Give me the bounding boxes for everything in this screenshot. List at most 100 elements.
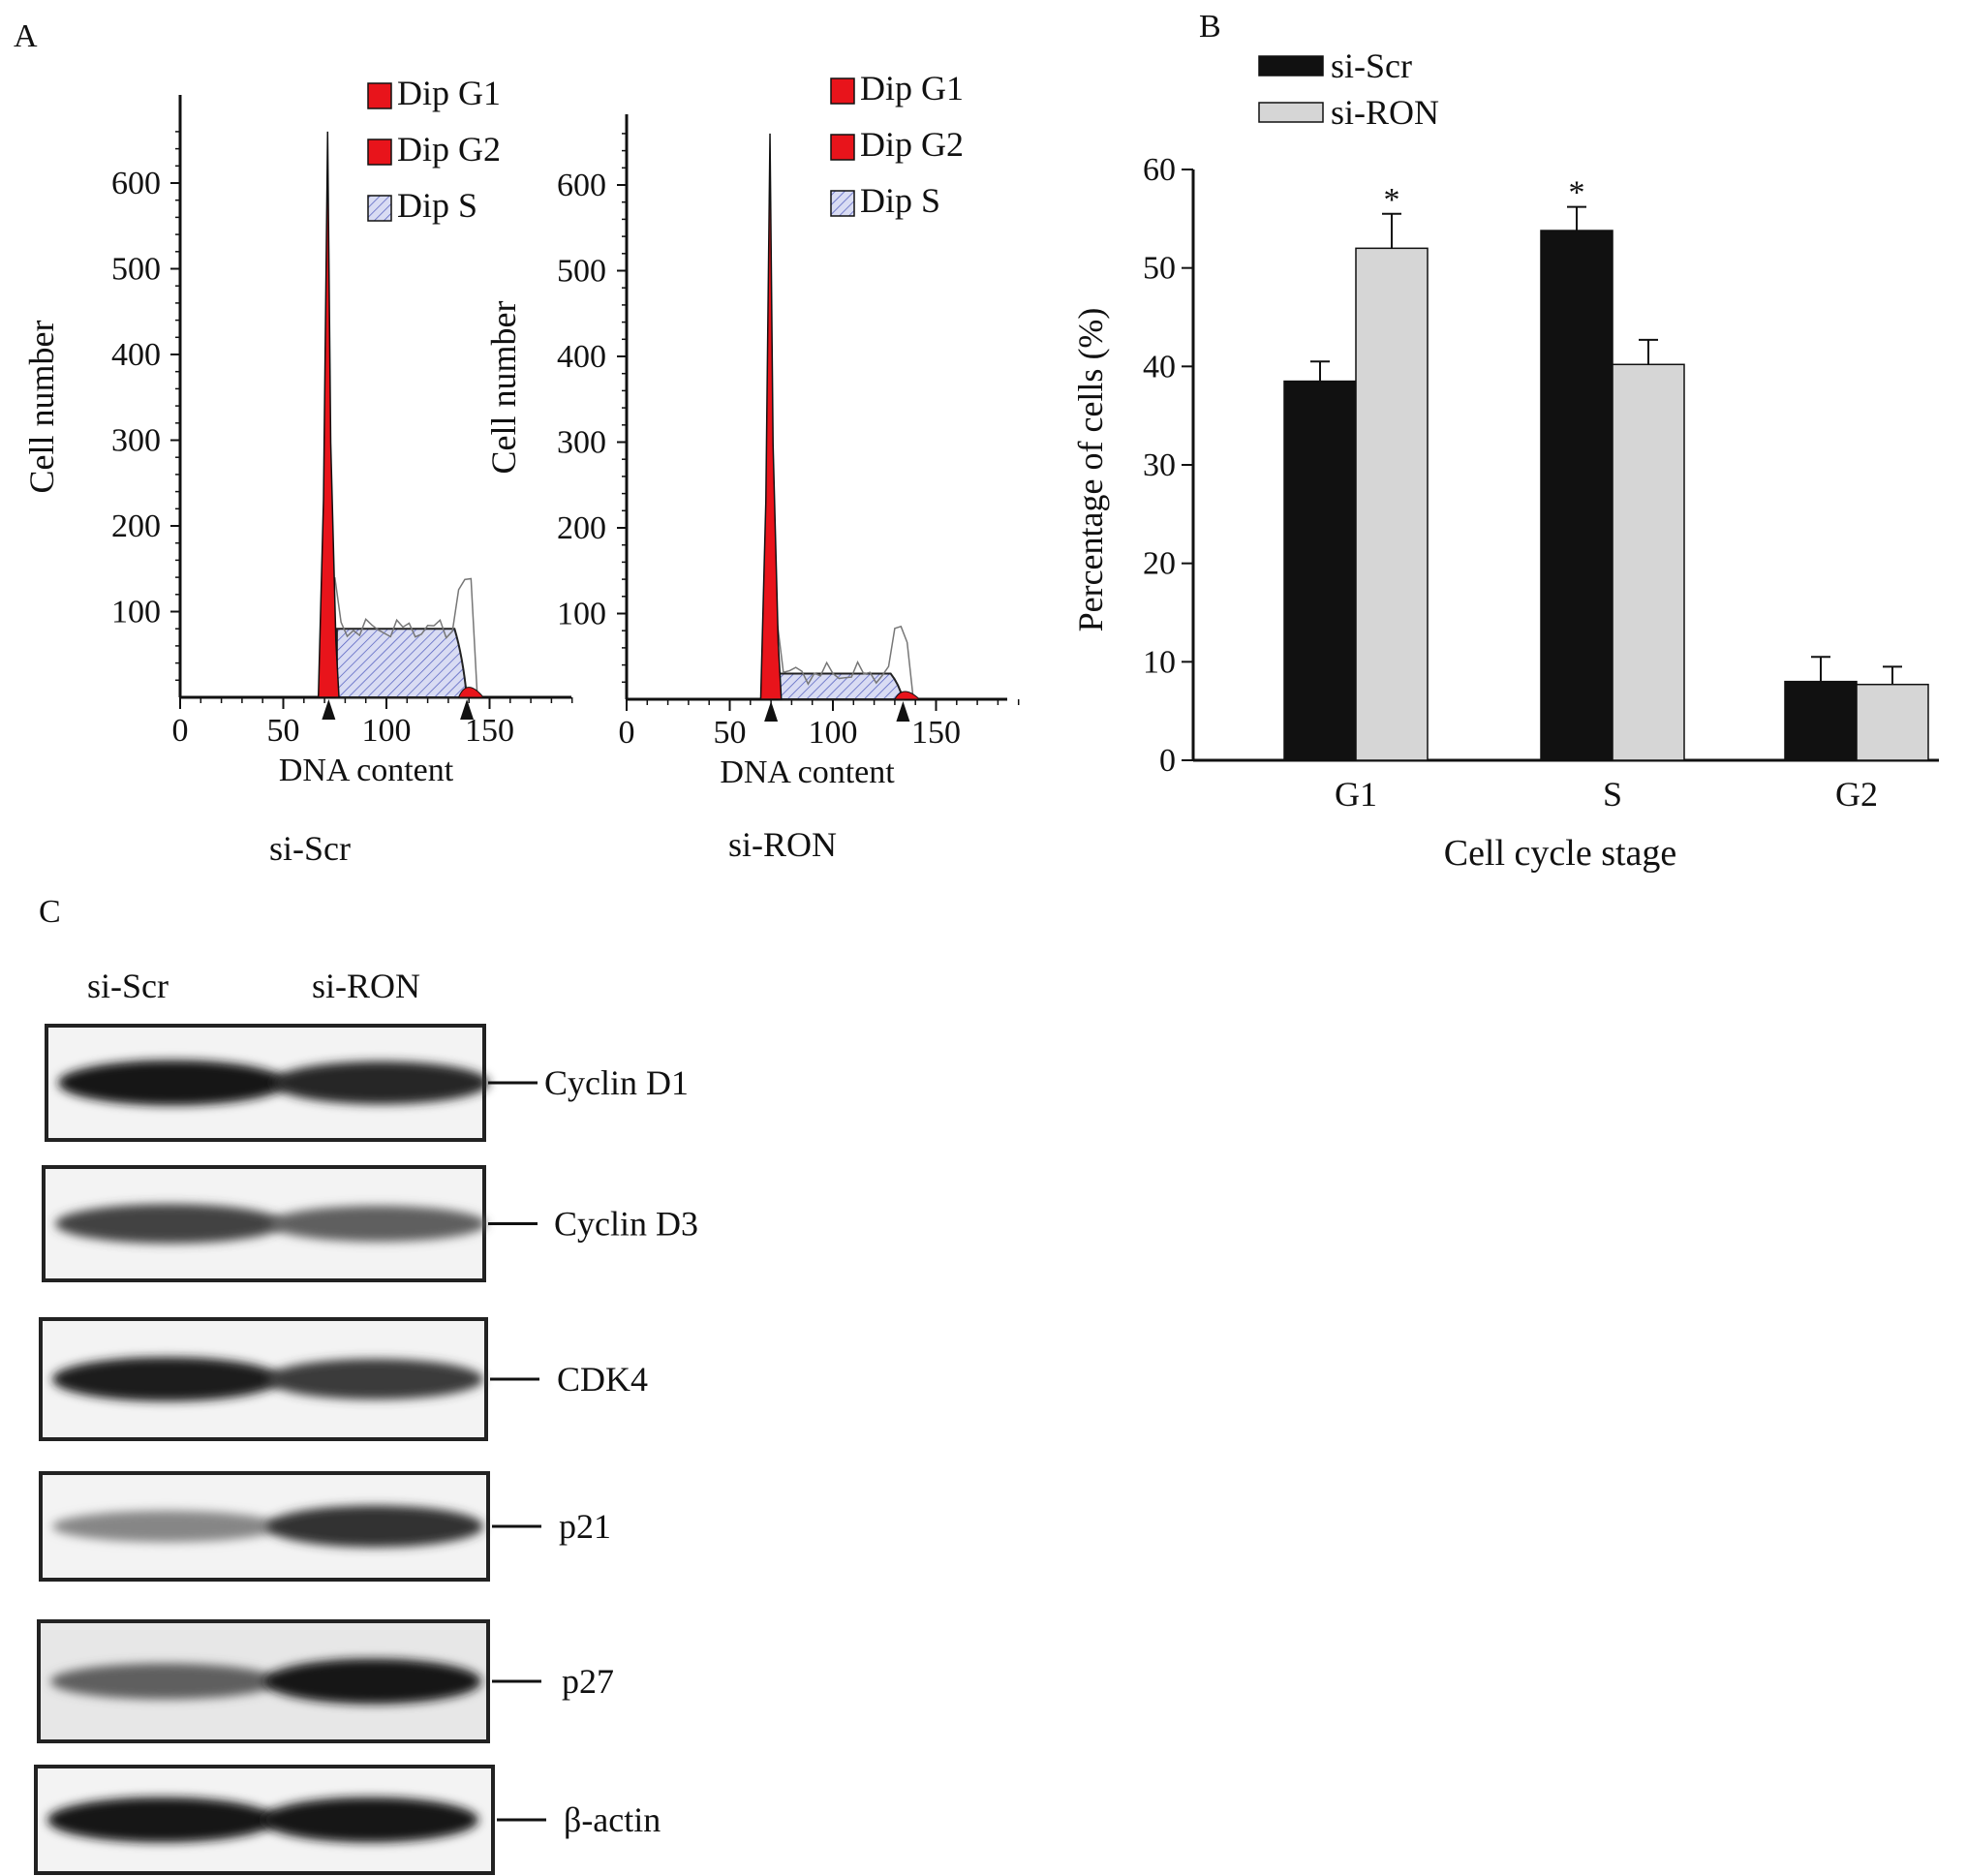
legend-swatch [830,77,855,105]
y-tick-label: 30 [1143,447,1176,483]
legend-label: Dip G2 [397,130,501,169]
y-tick-label: 50 [1143,251,1176,287]
bar-si-RON-G2 [1856,683,1929,761]
bar-si-Scr-G2 [1784,680,1858,761]
y-tick-label: 0 [1159,743,1176,779]
blot-band [264,1658,481,1705]
protein-label: Cyclin D1 [544,1063,689,1102]
x-tick-label: 0 [619,715,635,751]
y-tick-label: 40 [1143,349,1176,384]
significance-marker: * [1384,182,1400,218]
dip-g1-peak [759,133,783,700]
blot-band [269,1205,486,1243]
y-tick-label: 400 [557,339,606,375]
x-tick-label: 100 [362,713,412,749]
y-tick-label: 500 [111,252,161,288]
x-tick-label: 50 [267,713,300,749]
legend-swatch [367,138,392,166]
x-tick-label: G1 [1335,775,1377,814]
y-tick-label: 100 [111,595,161,630]
blot-band [266,1359,483,1399]
panel-c-label: C [39,894,61,930]
y-tick-label: 300 [111,423,161,459]
legend-label: Dip G1 [397,74,501,112]
blot-band [261,1797,478,1843]
y-tick-label: 500 [557,254,606,290]
x-tick-label: S [1603,775,1622,814]
protein-label: CDK4 [557,1360,648,1399]
blot-band [52,1357,281,1401]
legend-label: Dip G2 [860,125,964,164]
legend-swatch [830,190,855,217]
x-axis-label: DNA content [279,753,454,788]
gate-marker [322,699,336,720]
histogram-trace [334,576,478,694]
histogram-title: si-Scr [269,829,351,868]
panel-a-label: A [14,18,38,54]
x-tick-label: 0 [172,713,189,749]
histogram-title: si-RON [728,825,837,864]
gate-marker [460,699,475,720]
protein-label: Cyclin D3 [554,1205,698,1244]
x-tick-label: 50 [714,715,747,751]
significance-marker: * [1569,175,1585,211]
x-tick-label: G2 [1835,775,1878,814]
legend-label: si-RON [1331,93,1439,132]
y-tick-label: 300 [557,425,606,461]
western-blot: si-Scr si-RON Cyclin D1 Cyclin D3 CDK4 p21 p27… [34,967,698,1875]
x-axis-label: Cell cycle stage [1444,833,1677,874]
y-axis-label: Cell number [484,301,523,475]
y-tick-label: 600 [111,166,161,201]
x-axis-label: DNA content [720,754,895,790]
legend-swatch [830,134,855,161]
cell-cycle-bar-chart: 0 10 20 30 40 50 60 G1 S G2 * * Cell cycle stage Perc… [1071,46,1939,874]
y-tick-label: 200 [557,510,606,546]
blot-band [55,1204,284,1244]
y-tick-label: 60 [1143,152,1176,188]
dip-g2-peak [457,687,485,698]
y-axis-label: Percentage of cells (%) [1071,308,1110,632]
gate-marker [764,701,779,722]
dip-s-region [778,672,905,700]
legend-label: Dip S [860,181,940,220]
bar-si-Scr-G1 [1283,380,1357,761]
y-tick-label: 200 [111,508,161,544]
legend-swatch-si-RON [1258,102,1324,123]
histogram-trace [776,622,914,700]
blot-band [272,1061,489,1105]
bar-si-Scr-S [1540,230,1614,761]
flow-histogram-si-ron: 100 200 300 400 500 600 0 50 100 150 Dip G1 Dip G2 D… [484,69,1020,864]
bar-si-RON-G1 [1355,247,1429,761]
bar-si-RON-S [1612,363,1685,761]
blot-band [52,1510,281,1543]
protein-label: β-actin [564,1800,661,1839]
lane-label: si-RON [312,967,420,1005]
legend-swatch-si-Scr [1258,55,1324,77]
y-tick-label: 100 [557,597,606,632]
legend-label: si-Scr [1331,46,1412,85]
y-axis-label: Cell number [22,321,61,494]
y-tick-label: 10 [1143,644,1176,680]
gate-marker [896,701,910,722]
y-tick-label: 400 [111,337,161,373]
legend-swatch [367,82,392,109]
blot-band [47,1797,276,1843]
blot-band [58,1060,287,1106]
blot-band [266,1505,483,1548]
legend-label: Dip G1 [860,69,964,108]
dip-g1-peak [317,131,340,698]
y-tick-label: 20 [1143,546,1176,582]
x-tick-label: 100 [809,715,858,751]
legend-label: Dip S [397,186,477,225]
protein-label: p21 [559,1507,611,1546]
dip-s-region [335,628,469,698]
lane-label: si-Scr [87,967,169,1005]
x-tick-label: 150 [911,715,961,751]
protein-label: p27 [562,1662,614,1701]
dip-g2-peak [894,691,921,700]
blot-band [50,1663,279,1700]
panel-b-label: B [1199,9,1221,45]
y-tick-label: 600 [557,168,606,203]
